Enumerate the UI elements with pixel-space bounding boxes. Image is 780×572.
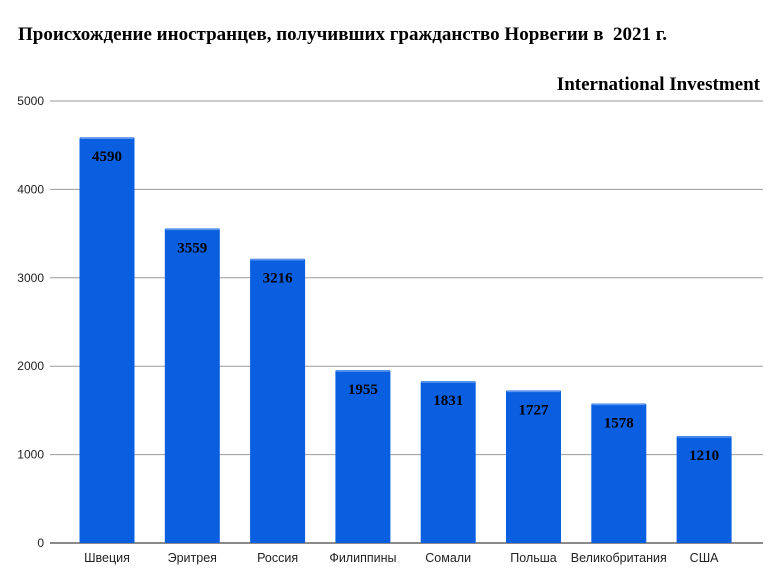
- y-tick-label: 0: [37, 536, 44, 550]
- gridlines: [50, 100, 763, 544]
- data-label: 4590: [92, 149, 122, 165]
- bar: [420, 381, 476, 543]
- chart-title: Происхождение иностранцев, получивших гр…: [18, 24, 667, 45]
- data-label: 1831: [433, 393, 463, 409]
- x-category-label: Россия: [257, 551, 298, 565]
- x-category-label: Великобритания: [571, 551, 667, 565]
- x-category-label: Филиппины: [329, 551, 396, 565]
- data-label: 3559: [177, 240, 207, 256]
- y-tick-label: 4000: [17, 182, 44, 196]
- y-tick-label: 2000: [17, 359, 44, 373]
- y-axis-ticks: 0 1000 2000 3000 4000 5000: [17, 94, 44, 550]
- data-label: 1210: [689, 448, 719, 464]
- x-category-label: Эритрея: [168, 551, 217, 565]
- x-category-label: Швеция: [84, 551, 130, 565]
- data-labels: 4590 3559 3216 1955 1831 1727 1578 1210: [92, 149, 719, 464]
- y-tick-label: 3000: [17, 271, 44, 285]
- data-label: 1727: [519, 402, 550, 418]
- bar: [164, 228, 220, 543]
- bars: [79, 137, 732, 543]
- y-tick-label: 1000: [17, 448, 44, 462]
- x-category-label: Сомали: [425, 551, 471, 565]
- data-label: 1955: [348, 382, 378, 398]
- chart-source: International Investment: [556, 74, 760, 95]
- data-label: 1578: [604, 416, 634, 432]
- y-tick-label: 5000: [17, 94, 44, 108]
- bar: [591, 403, 647, 543]
- bar: [250, 258, 306, 543]
- x-category-label: Польша: [510, 551, 556, 565]
- data-label: 3216: [263, 271, 294, 287]
- bar: [506, 390, 561, 543]
- x-axis-categories: Швеция Эритрея Россия Филиппины Сомали Польша…: [84, 551, 719, 565]
- bar: [79, 137, 135, 543]
- bar: [676, 436, 732, 543]
- x-category-label: США: [690, 551, 719, 565]
- bar: [335, 370, 391, 543]
